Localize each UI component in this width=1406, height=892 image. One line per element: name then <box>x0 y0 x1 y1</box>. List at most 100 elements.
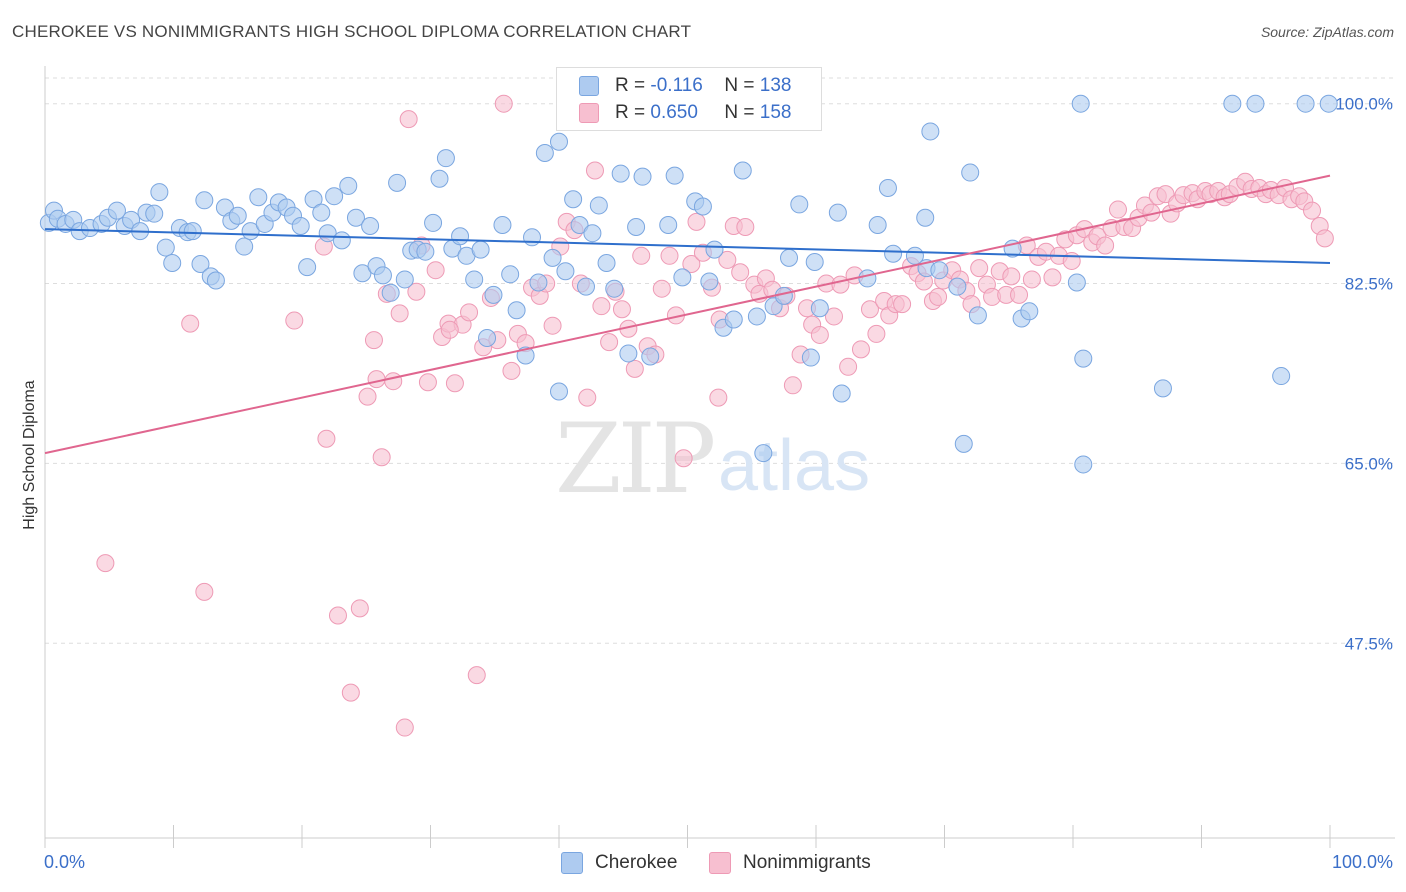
cherokee-point-129 <box>1074 349 1093 368</box>
nonimmigrants-point-31 <box>494 94 513 113</box>
nonimmigrants-point-79 <box>824 307 843 326</box>
cherokee-point-74 <box>556 262 575 281</box>
series-legend: Cherokee Nonimmigrants <box>0 852 1406 878</box>
x-tick-label-min: 0.0% <box>44 852 86 872</box>
nonimmigrants-point-111 <box>1043 268 1062 287</box>
cherokee-point-112 <box>858 269 877 288</box>
cherokee-point-104 <box>774 286 793 305</box>
nonimmigrants-point-150 <box>1303 201 1322 220</box>
axes <box>44 66 1395 848</box>
cherokee-point-67 <box>507 301 526 320</box>
cherokee-point-41 <box>325 187 344 206</box>
nonimmigrants-point-3 <box>285 311 304 330</box>
nonimmigrants-point-119 <box>1096 236 1115 255</box>
nonimmigrants-point-15 <box>390 304 409 323</box>
cherokee-point-21 <box>191 255 210 274</box>
nonimmigrants-legend-swatch <box>709 852 731 874</box>
cherokee-point-75 <box>564 190 583 209</box>
cherokee-point-63 <box>478 329 497 348</box>
cherokee-trendline <box>44 228 1331 264</box>
cherokee-point-88 <box>659 215 678 234</box>
cherokee-point-30 <box>249 188 268 207</box>
cherokee-point-101 <box>747 307 766 326</box>
cherokee-point-109 <box>810 299 829 318</box>
cherokee-point-136 <box>1296 94 1315 113</box>
cherokee-legend-label: Cherokee <box>595 852 678 873</box>
nonimmigrants-point-108 <box>1022 270 1041 289</box>
cherokee-point-16 <box>156 238 175 257</box>
cherokee-point-123 <box>961 163 980 182</box>
legend-row-cherokee: R = -0.116 N = 138 <box>579 74 791 98</box>
cherokee-point-38 <box>304 190 323 209</box>
cherokee-point-71 <box>535 144 554 163</box>
nonimmigrants-point-12 <box>372 448 391 467</box>
nonimmigrants-point-44 <box>585 161 604 180</box>
cherokee-point-61 <box>465 270 484 289</box>
cherokee-point-56 <box>430 169 449 188</box>
cherokee-point-46 <box>361 217 380 235</box>
stats-legend: R = -0.116 N = 138 R = 0.650 N = 158 <box>556 67 822 131</box>
cherokee-point-84 <box>627 218 646 237</box>
cherokee-points <box>39 94 1338 474</box>
cherokee-point-113 <box>868 215 887 234</box>
nonimmigrants-point-20 <box>418 373 437 392</box>
nonimmigrants-point-85 <box>867 324 886 343</box>
cherokee-point-137 <box>1319 94 1338 113</box>
cherokee-point-81 <box>605 279 624 298</box>
cherokee-point-128 <box>1067 273 1086 292</box>
cherokee-point-66 <box>501 265 520 284</box>
cherokee-point-83 <box>619 344 638 363</box>
nonimmigrants-point-32 <box>502 361 521 380</box>
cherokee-point-119 <box>921 122 940 141</box>
cherokee-point-96 <box>705 240 724 259</box>
cherokee-point-64 <box>484 285 503 304</box>
cherokee-point-124 <box>968 306 987 325</box>
cherokee-point-17 <box>163 254 182 272</box>
watermark: ZIP atlas <box>555 403 870 515</box>
nonimmigrants-point-121 <box>1108 200 1127 219</box>
nonimmigrants-point-43 <box>578 388 597 407</box>
nonimmigrants-point-65 <box>731 263 750 282</box>
cherokee-point-24 <box>206 271 225 290</box>
x-tick-label-max: 100.0% <box>1331 852 1393 872</box>
y-tick-label-2: 65.0% <box>1345 454 1393 473</box>
n-label: N = <box>724 102 755 123</box>
nonimmigrants-point-59 <box>687 212 706 231</box>
cherokee-point-98 <box>724 310 743 329</box>
nonimmigrants-point-94 <box>929 287 948 306</box>
cherokee-point-57 <box>436 149 455 168</box>
gridlines <box>45 77 1395 644</box>
cherokee-point-132 <box>1153 379 1172 398</box>
cherokee-point-59 <box>451 227 470 246</box>
y-tick-label-0: 100.0% <box>1335 95 1393 114</box>
cherokee-point-117 <box>916 208 935 227</box>
cherokee-point-15 <box>150 183 169 202</box>
nonimmigrants-point-10 <box>364 331 383 350</box>
nonimmigrants-point-89 <box>893 295 912 314</box>
nonimmigrants-point-21 <box>426 261 445 280</box>
cherokee-point-70 <box>529 273 548 292</box>
cherokee-point-28 <box>235 237 254 256</box>
legend-item-cherokee[interactable]: Cherokee <box>561 852 677 874</box>
nonimmigrants-point-0 <box>96 554 115 573</box>
cherokee-point-80 <box>597 254 616 272</box>
nonimmigrants-point-48 <box>612 300 631 319</box>
r-label: R = <box>615 75 646 96</box>
cherokee-legend-swatch <box>561 852 583 874</box>
legend-item-nonimmigrants[interactable]: Nonimmigrants <box>709 852 871 874</box>
cherokee-point-85 <box>633 167 652 186</box>
nonimmigrants-point-62 <box>709 388 728 407</box>
y-tick-label-3: 47.5% <box>1345 634 1393 653</box>
cherokee-point-65 <box>493 215 512 234</box>
cherokee-point-9 <box>107 201 126 220</box>
cherokee-point-76 <box>570 215 589 234</box>
cherokee-point-77 <box>576 277 595 296</box>
cherokee-point-62 <box>471 240 490 259</box>
nonimmigrants-point-152 <box>1315 229 1334 248</box>
cherokee-point-89 <box>665 166 684 185</box>
cherokee-point-45 <box>353 264 372 283</box>
nonimmigrants-point-114 <box>1062 251 1081 270</box>
source-label: Source: ZipAtlas.com <box>1260 24 1394 40</box>
nonimmigrants-point-50 <box>625 359 644 378</box>
